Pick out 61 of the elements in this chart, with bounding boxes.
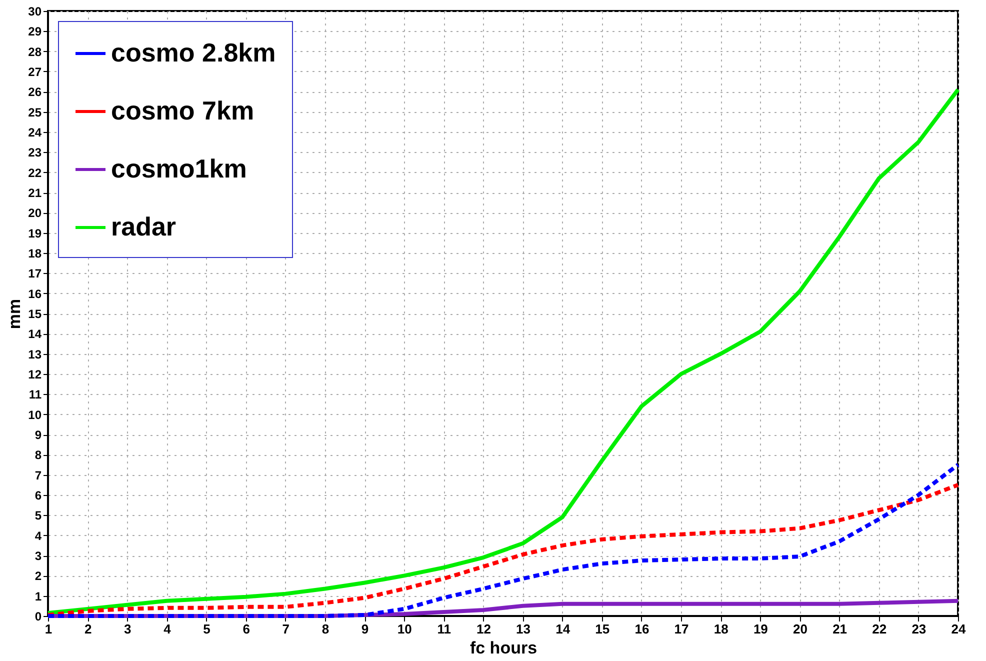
x-tick-label: 1 <box>44 622 52 636</box>
y-tick-label: 19 <box>28 226 42 240</box>
legend-label: cosmo1km <box>111 154 247 184</box>
x-tick-label: 16 <box>634 622 650 636</box>
x-tick-label: 18 <box>714 622 728 636</box>
y-tick-label: 28 <box>28 44 42 59</box>
y-tick-label: 3 <box>34 549 42 563</box>
y-tick-label: 11 <box>28 388 42 402</box>
y-tick-label: 18 <box>28 246 42 260</box>
legend-label: cosmo 2.8km <box>111 38 276 68</box>
x-axis-title: fc hours <box>470 638 538 658</box>
y-tick-label: 13 <box>28 347 42 362</box>
x-tick-label: 24 <box>951 622 966 636</box>
y-tick-label: 15 <box>28 307 42 321</box>
y-tick-label: 17 <box>28 266 42 281</box>
x-tick-label: 9 <box>361 622 369 636</box>
x-tick-label: 11 <box>437 622 452 636</box>
x-tick-label: 23 <box>912 622 926 636</box>
x-tick-label: 12 <box>476 622 491 636</box>
x-tick-label: 7 <box>282 622 290 636</box>
y-tick-label: 30 <box>28 4 42 18</box>
y-tick-label: 25 <box>28 105 42 120</box>
legend-label: cosmo 7km <box>111 96 254 126</box>
x-tick-label: 4 <box>164 622 172 636</box>
x-tick-label: 14 <box>556 622 571 636</box>
y-tick-label: 16 <box>28 286 42 301</box>
x-tick-label: 15 <box>595 622 610 636</box>
x-tick-label: 2 <box>84 622 92 636</box>
y-tick-label: 21 <box>28 186 42 200</box>
x-tick-label: 3 <box>124 622 132 636</box>
y-tick-label: 26 <box>28 85 42 100</box>
legend-label: radar <box>111 212 176 242</box>
x-tick-label: 5 <box>203 622 210 636</box>
y-tick-label: 24 <box>28 126 42 140</box>
y-tick-label: 2 <box>34 569 42 584</box>
x-tick-label: 20 <box>793 622 808 636</box>
x-tick-label: 10 <box>397 622 412 636</box>
y-tick-label: 20 <box>28 206 42 220</box>
x-tick-label: 19 <box>753 622 768 636</box>
y-tick-label: 22 <box>28 166 42 180</box>
y-tick-label: 6 <box>34 488 42 502</box>
x-tick-label: 21 <box>832 622 848 636</box>
y-tick-label: 29 <box>28 24 42 39</box>
y-tick-label: 0 <box>34 610 42 624</box>
x-tick-label: 13 <box>516 622 531 636</box>
y-tick-label: 7 <box>34 468 42 482</box>
y-axis-title: mm <box>5 298 24 330</box>
y-tick-label: 9 <box>34 428 42 442</box>
y-tick-label: 8 <box>34 448 42 462</box>
y-tick-label: 4 <box>34 528 42 543</box>
y-tick-label: 5 <box>34 508 42 523</box>
y-tick-label: 10 <box>28 408 42 422</box>
x-tick-label: 17 <box>674 622 689 636</box>
y-tick-label: 12 <box>28 368 42 382</box>
y-tick-label: 23 <box>28 146 42 160</box>
x-tick-label: 22 <box>872 622 887 636</box>
x-tick-label: 8 <box>322 622 330 636</box>
x-tick-label: 6 <box>242 622 250 636</box>
y-tick-label: 27 <box>28 65 42 79</box>
y-tick-label: 14 <box>28 327 42 342</box>
y-tick-label: 1 <box>34 589 42 604</box>
